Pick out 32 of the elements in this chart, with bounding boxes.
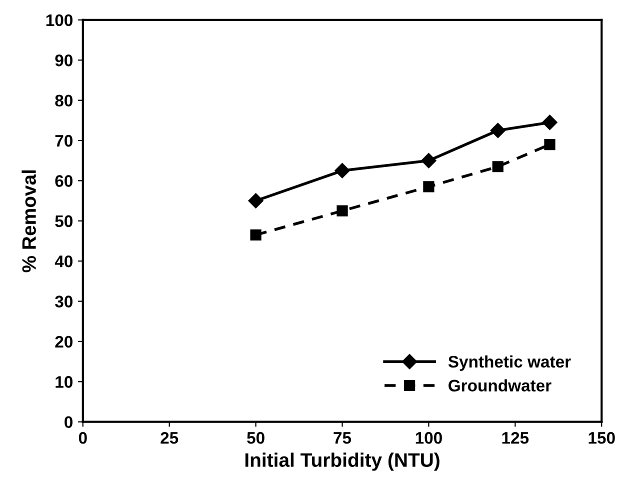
point xyxy=(334,163,350,178)
x-tick-label: 25 xyxy=(160,432,178,444)
point xyxy=(336,205,348,216)
y-tick-label: 90 xyxy=(55,54,72,66)
x-tick-label: 0 xyxy=(78,432,87,444)
y-tick-label: 100 xyxy=(46,14,72,26)
point xyxy=(542,114,558,130)
point xyxy=(423,181,434,192)
x-tick-label: 125 xyxy=(502,432,529,444)
y-tick-label: 0 xyxy=(64,416,72,428)
point xyxy=(490,122,506,138)
y-tick-label: 40 xyxy=(54,255,72,268)
y-tick-label: 20 xyxy=(55,336,72,348)
x-tick-label: 100 xyxy=(416,432,442,444)
x-tick-label: 150 xyxy=(588,432,615,444)
y-tick-label: 30 xyxy=(55,296,72,308)
y-tick-label: 70 xyxy=(55,134,72,147)
x-tick-label: 75 xyxy=(334,432,352,444)
point xyxy=(492,161,504,172)
point xyxy=(421,153,436,168)
y-tick-label: 10 xyxy=(56,376,72,388)
y-tick-label: 50 xyxy=(55,215,72,228)
legend-label: Synthetic water xyxy=(448,355,571,371)
point xyxy=(250,229,262,241)
y-tick-label: 80 xyxy=(55,94,72,107)
x-tick-label: 50 xyxy=(247,432,264,444)
legend-label: Groundwater xyxy=(448,379,552,392)
x-axis-title: Initial Turbidity (NTU) xyxy=(245,452,440,471)
point xyxy=(248,193,264,208)
y-tick-label: 60 xyxy=(55,175,72,187)
y-axis-title: % Removal xyxy=(22,170,36,272)
point xyxy=(544,138,556,150)
